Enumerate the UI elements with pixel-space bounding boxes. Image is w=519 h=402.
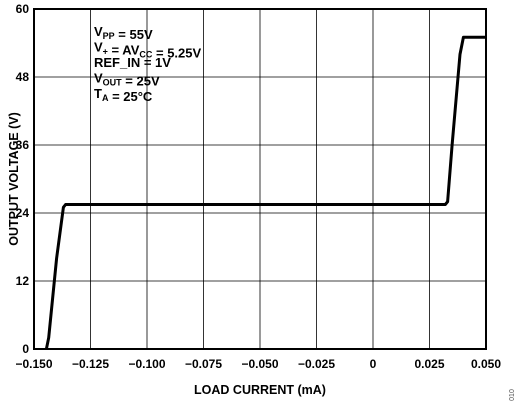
series-group bbox=[44, 35, 486, 350]
y-tick-labels: 0 12 24 36 48 60 bbox=[16, 2, 30, 356]
x-axis-label: LOAD CURRENT (mA) bbox=[194, 383, 326, 397]
x-tick-label: 0.025 bbox=[414, 357, 444, 371]
figure-id: 010 bbox=[509, 389, 516, 401]
annotation-line: TA = 25°C bbox=[94, 86, 153, 104]
x-tick-label: −0.050 bbox=[241, 357, 278, 371]
annotation-line: REF_IN = 1V bbox=[94, 55, 171, 70]
x-tick-label: −0.100 bbox=[128, 357, 165, 371]
x-tick-label: −0.150 bbox=[15, 357, 52, 371]
y-tick-label: 24 bbox=[16, 206, 30, 220]
y-tick-label: 48 bbox=[16, 70, 30, 84]
x-tick-label: −0.075 bbox=[185, 357, 222, 371]
y-axis-label: OUTPUT VOLTAGE (V) bbox=[7, 112, 21, 246]
y-tick-label: 36 bbox=[16, 138, 30, 152]
annotation-line: VPP = 55V bbox=[94, 24, 153, 42]
y-tick-label: 0 bbox=[22, 342, 29, 356]
annotation-line: V+ = AVCC = 5.25V bbox=[94, 40, 201, 61]
x-tick-labels: −0.150 −0.125 −0.100 −0.075 −0.050 −0.025 0 0.0… bbox=[15, 357, 501, 371]
x-tick-label: −0.025 bbox=[298, 357, 335, 371]
y-tick-label: 12 bbox=[16, 274, 30, 288]
x-tick-label: −0.125 bbox=[72, 357, 109, 371]
plot-frame bbox=[33, 8, 487, 350]
annotation-background bbox=[88, 20, 236, 120]
grid bbox=[34, 9, 486, 349]
x-tick-label: 0 bbox=[370, 357, 377, 371]
x-tick-label: 0.050 bbox=[471, 357, 501, 371]
y-tick-label: 60 bbox=[16, 2, 30, 16]
series-line-1 bbox=[44, 35, 486, 350]
